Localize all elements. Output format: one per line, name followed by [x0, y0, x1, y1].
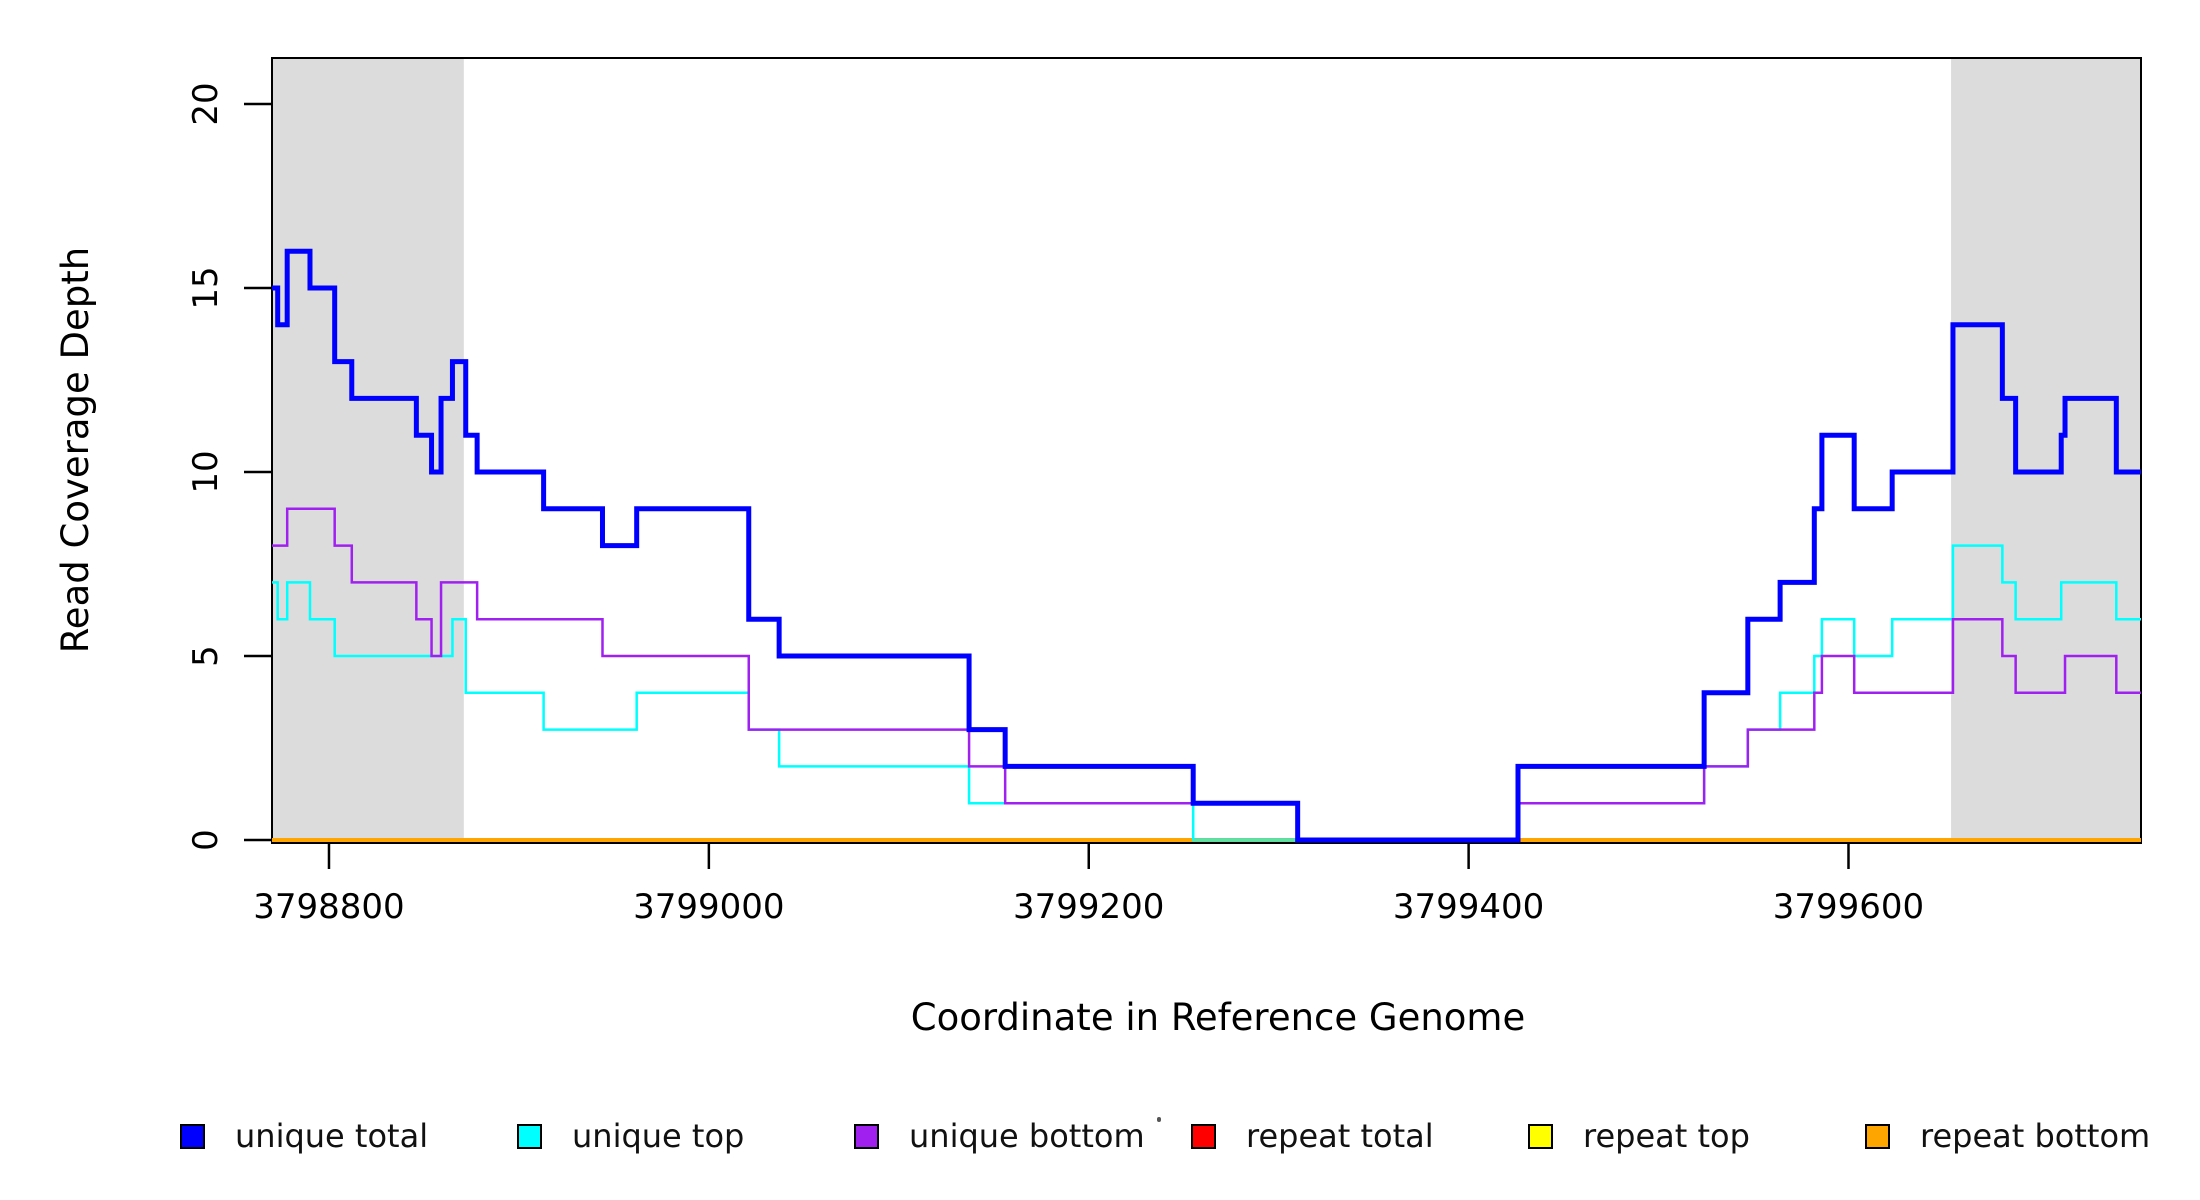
plot-box [271, 57, 2142, 844]
repeat-bottom-swatch-icon [1865, 1123, 1890, 1149]
x-tick-label: 3799600 [1773, 887, 1924, 927]
x-axis-title: Coordinate in Reference Genome [911, 996, 1526, 1039]
shaded-flank-regions [272, 58, 2141, 843]
legend-label: repeat bottom [1920, 1117, 2151, 1155]
axes-and-ticks: 3798800 3799000 3799200 3799400 3799600 0 5 10 1… [186, 82, 1924, 927]
legend-item-repeat-total: repeat total [1191, 1108, 1434, 1164]
y-axis-title: Read Coverage Depth [54, 247, 97, 653]
y-tick-label: 10 [186, 450, 226, 493]
legend-item-repeat-top: repeat top [1528, 1108, 1750, 1164]
legend-label: unique top [572, 1117, 745, 1155]
y-tick-label: 0 [186, 829, 226, 851]
legend-item-unique-top: unique top [517, 1108, 744, 1164]
unique-total-swatch-icon [180, 1123, 205, 1149]
series-line-unique-total [272, 248, 2141, 843]
y-tick-label: 20 [186, 82, 226, 125]
x-tick-label: 3799400 [1393, 887, 1544, 927]
x-tick-label: 3799200 [1013, 887, 1164, 927]
x-tick-label: 3798800 [253, 887, 404, 927]
legend-label: unique bottom [909, 1117, 1145, 1155]
repeat-total-swatch-icon [1191, 1123, 1216, 1149]
legend-label: unique total [235, 1117, 429, 1155]
coverage-step-lines [272, 248, 2141, 843]
y-tick-label: 15 [186, 266, 226, 309]
legend-label: repeat top [1583, 1117, 1750, 1155]
y-tick-label: 5 [186, 645, 226, 667]
x-tick-label: 3799000 [633, 887, 784, 927]
legend: unique total unique top unique bottom re… [0, 1108, 2200, 1168]
unique-top-swatch-icon [517, 1123, 542, 1149]
stray-mark [1157, 1117, 1161, 1122]
legend-item-unique-total: unique total [180, 1108, 428, 1164]
legend-label: repeat total [1246, 1117, 1434, 1155]
legend-item-unique-bottom: unique bottom [854, 1108, 1145, 1164]
series-line-unique-bottom [272, 507, 2141, 842]
repeat-top-swatch-icon [1528, 1123, 1553, 1149]
legend-item-repeat-bottom: repeat bottom [1865, 1108, 2150, 1164]
unique-bottom-swatch-icon [854, 1123, 879, 1149]
